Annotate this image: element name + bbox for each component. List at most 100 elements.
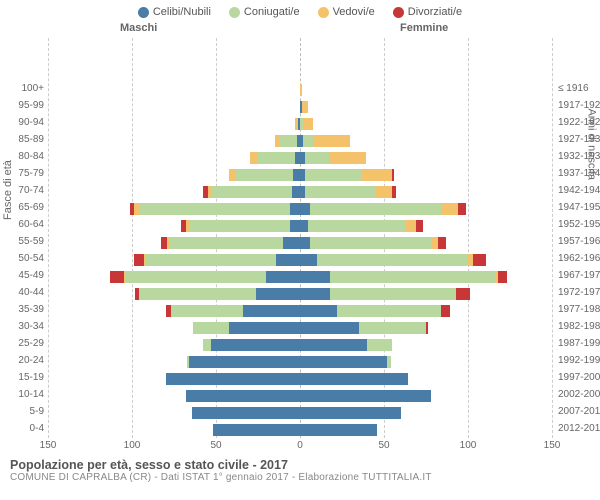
bar-segment — [189, 220, 290, 232]
age-label: 55-59 — [4, 236, 44, 247]
bar-segment — [171, 305, 243, 317]
birth-label: 1977-1981 — [558, 304, 600, 315]
bar-female — [300, 135, 350, 147]
age-row: 100+≤ 1916 — [48, 81, 552, 98]
bar-segment — [305, 169, 362, 181]
age-label: 80-84 — [4, 151, 44, 162]
age-row: 85-891927-1931 — [48, 132, 552, 149]
bar-segment — [473, 254, 486, 266]
x-tick-label: 50 — [378, 440, 389, 451]
bar-segment — [431, 237, 438, 249]
age-label: 50-54 — [4, 253, 44, 264]
age-label: 35-39 — [4, 304, 44, 315]
legend-swatch — [229, 7, 240, 18]
bar-segment — [310, 237, 431, 249]
bar-segment — [300, 84, 302, 96]
bar-segment — [300, 220, 308, 232]
legend-label: Celibi/Nubili — [153, 6, 211, 18]
legend-swatch — [318, 7, 329, 18]
bar-segment — [139, 203, 290, 215]
age-row: 20-241992-1996 — [48, 353, 552, 370]
bar-segment — [189, 356, 300, 368]
bar-segment — [458, 203, 466, 215]
bar-segment — [211, 186, 292, 198]
bar-male — [229, 169, 300, 181]
bar-male — [186, 390, 300, 402]
age-label: 95-99 — [4, 100, 44, 111]
age-row: 10-142002-2006 — [48, 387, 552, 404]
bar-segment — [438, 237, 446, 249]
bar-female — [300, 84, 302, 96]
bar-segment — [337, 305, 441, 317]
x-axis: 15010050050100150 — [48, 440, 552, 454]
footer-subtitle: COMUNE DI CAPRALBA (CR) - Dati ISTAT 1° … — [10, 472, 432, 483]
age-label: 5-9 — [4, 406, 44, 417]
age-row: 0-42012-2016 — [48, 421, 552, 438]
x-tick-label: 100 — [124, 440, 141, 451]
bar-segment — [258, 152, 295, 164]
age-label: 25-29 — [4, 338, 44, 349]
bar-segment — [256, 288, 300, 300]
bar-segment — [310, 203, 441, 215]
bar-segment — [300, 407, 401, 419]
bar-segment — [441, 305, 449, 317]
age-row: 55-591957-1961 — [48, 234, 552, 251]
age-label: 45-49 — [4, 270, 44, 281]
birth-label: 1927-1931 — [558, 134, 600, 145]
bar-segment — [362, 169, 392, 181]
birth-label: 1932-1936 — [558, 151, 600, 162]
age-row: 30-341982-1986 — [48, 319, 552, 336]
legend-item: Vedovi/e — [318, 6, 375, 18]
age-label: 10-14 — [4, 389, 44, 400]
legend-swatch — [138, 7, 149, 18]
age-row: 60-641952-1956 — [48, 217, 552, 234]
bar-male — [135, 288, 300, 300]
bar-female — [300, 254, 486, 266]
x-tick-label: 150 — [40, 440, 57, 451]
age-label: 60-64 — [4, 219, 44, 230]
age-row: 95-991917-1921 — [48, 98, 552, 115]
bar-segment — [236, 169, 293, 181]
bar-segment — [367, 339, 392, 351]
age-row: 25-291987-1991 — [48, 336, 552, 353]
bar-segment — [229, 322, 300, 334]
bar-segment — [300, 203, 310, 215]
bar-segment — [302, 101, 309, 113]
bar-segment — [300, 356, 387, 368]
age-row: 40-441972-1976 — [48, 285, 552, 302]
bar-segment — [300, 305, 337, 317]
bar-segment — [300, 322, 359, 334]
birth-label: 1947-1951 — [558, 202, 600, 213]
bar-male — [193, 322, 301, 334]
bar-segment — [387, 356, 390, 368]
age-label: 75-79 — [4, 168, 44, 179]
bar-male — [187, 356, 300, 368]
age-label: 20-24 — [4, 355, 44, 366]
bar-female — [300, 118, 313, 130]
bar-segment — [169, 237, 283, 249]
bar-male — [161, 237, 300, 249]
plot-area: 100+≤ 191695-991917-192190-941922-192685… — [48, 38, 552, 438]
birth-label: 1937-1941 — [558, 168, 600, 179]
age-row: 70-741942-1946 — [48, 183, 552, 200]
legend-label: Divorziati/e — [408, 6, 462, 18]
bar-segment — [145, 254, 276, 266]
bar-male — [192, 407, 300, 419]
bar-segment — [213, 424, 300, 436]
birth-label: 1982-1986 — [558, 321, 600, 332]
bar-segment — [313, 135, 350, 147]
bar-female — [300, 339, 392, 351]
legend-swatch — [393, 7, 404, 18]
age-row: 90-941922-1926 — [48, 115, 552, 132]
bar-male — [166, 373, 300, 385]
bar-segment — [330, 288, 454, 300]
bar-female — [300, 237, 446, 249]
bar-female — [300, 288, 470, 300]
bar-female — [300, 152, 366, 164]
age-row: 15-191997-2001 — [48, 370, 552, 387]
birth-label: ≤ 1916 — [558, 83, 600, 94]
header-male: Maschi — [120, 22, 157, 34]
bar-female — [300, 356, 391, 368]
birth-label: 1992-1996 — [558, 355, 600, 366]
bar-male — [203, 339, 300, 351]
